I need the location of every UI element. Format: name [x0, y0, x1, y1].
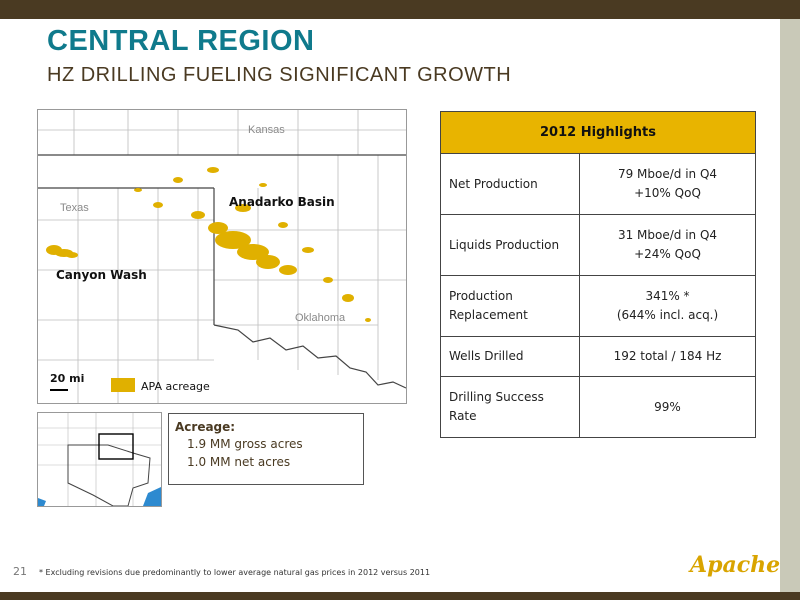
row-label: Wells Drilled	[440, 336, 580, 377]
table-row: Production Replacement 341% * (644% incl…	[440, 275, 756, 337]
inset-map	[37, 412, 162, 507]
footnote: * Excluding revisions due predominantly …	[39, 568, 431, 577]
row-value: 99%	[579, 376, 756, 438]
row-value: 31 Mboe/d in Q4 +24% QoQ	[579, 214, 756, 276]
row-value: 79 Mboe/d in Q4 +10% QoQ	[579, 153, 756, 215]
page-subtitle: HZ DRILLING FUELING SIGNIFICANT GROWTH	[47, 64, 512, 86]
highlights-table: 2012 Highlights Net Production 79 Mboe/d…	[440, 111, 756, 438]
table-row: Net Production 79 Mboe/d in Q4 +10% QoQ	[440, 153, 756, 215]
right-sidebar-strip	[780, 19, 800, 592]
row-value: 192 total / 184 Hz	[579, 336, 756, 377]
inset-map-drawing	[38, 413, 161, 506]
top-bar	[0, 0, 800, 19]
anadarko-basin-label: Anadarko Basin	[229, 195, 335, 209]
row-label: Liquids Production	[440, 214, 580, 276]
row-label: Drilling Success Rate	[440, 376, 580, 438]
row-value-line1: 79 Mboe/d in Q4	[617, 167, 718, 181]
canyon-wash-label: Canyon Wash	[56, 268, 147, 282]
row-value: 341% * (644% incl. acq.)	[579, 275, 756, 337]
row-label: Production Replacement	[440, 275, 580, 337]
table-row: Drilling Success Rate 99%	[440, 376, 756, 438]
legend-label: APA acreage	[141, 380, 210, 393]
scale-label: 20 mi	[50, 372, 85, 385]
acreage-heading: Acreage:	[175, 420, 236, 434]
kansas-label: Kansas	[248, 124, 285, 136]
net-acres: 1.0 MM net acres	[187, 455, 291, 469]
table-row: Liquids Production 31 Mboe/d in Q4 +24% …	[440, 214, 756, 276]
row-value-line2: +24% QoQ	[634, 247, 701, 261]
texas-label: Texas	[60, 202, 89, 214]
apache-logo: Apache	[690, 552, 781, 578]
highlights-title: 2012 Highlights	[440, 111, 756, 154]
row-label: Net Production	[440, 153, 580, 215]
row-value-line1: 31 Mboe/d in Q4	[617, 228, 718, 242]
scale-bar	[50, 389, 68, 391]
oklahoma-label: Oklahoma	[295, 312, 346, 324]
page-title: CENTRAL REGION	[47, 25, 315, 57]
legend-swatch	[111, 378, 135, 392]
acreage-box: Acreage: 1.9 MM gross acres 1.0 MM net a…	[168, 413, 364, 485]
row-value-line2: (644% incl. acq.)	[616, 308, 719, 322]
page-number: 21	[13, 565, 27, 578]
gross-acres: 1.9 MM gross acres	[187, 437, 303, 451]
central-region-map: Kansas Texas Oklahoma Anadarko Basin Can…	[37, 109, 407, 404]
map-lines	[38, 110, 406, 403]
row-value-line1: 341% *	[645, 289, 690, 303]
bottom-bar	[0, 592, 800, 600]
row-value-line2: +10% QoQ	[634, 186, 701, 200]
table-row: Wells Drilled 192 total / 184 Hz	[440, 336, 756, 377]
